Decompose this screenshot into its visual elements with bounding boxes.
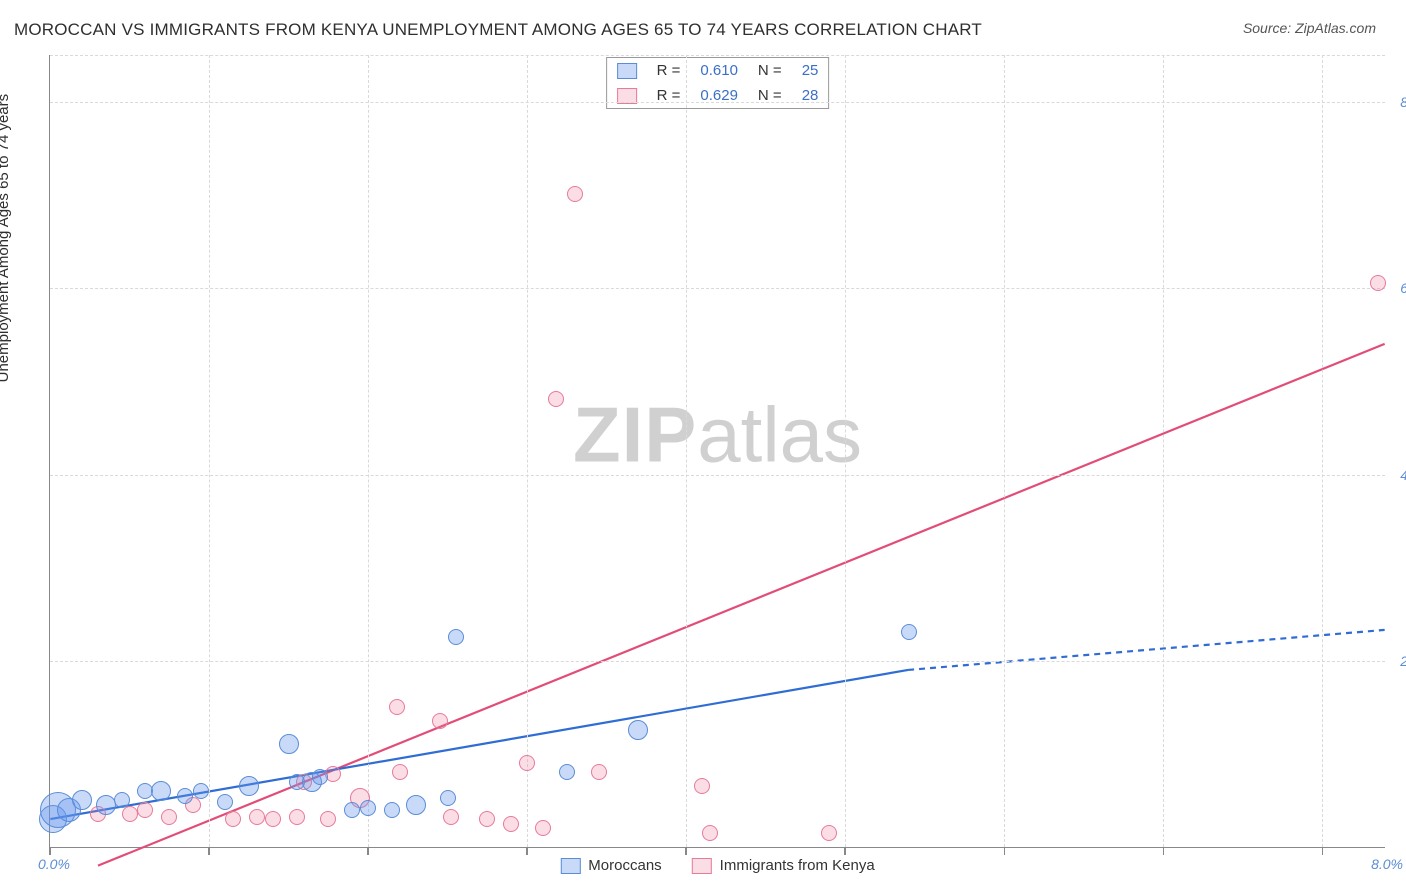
data-point (177, 788, 193, 804)
x-tick (208, 847, 210, 855)
data-point (384, 802, 400, 818)
data-point (392, 764, 408, 780)
data-point (193, 783, 209, 799)
data-point (239, 776, 259, 796)
data-point (389, 699, 405, 715)
statbox-row: R = 0.629N = 28 (607, 83, 829, 108)
gridline-v (1322, 55, 1323, 847)
gridline-v (1004, 55, 1005, 847)
data-point (151, 781, 171, 801)
data-point (312, 769, 328, 785)
source-label: Source: ZipAtlas.com (1243, 20, 1376, 36)
data-point (702, 825, 718, 841)
x-tick (1004, 847, 1006, 855)
legend-item: Immigrants from Kenya (692, 857, 875, 874)
data-point (96, 795, 116, 815)
data-point (360, 800, 376, 816)
data-point (217, 794, 233, 810)
y-axis-label: Unemployment Among Ages 65 to 74 years (0, 94, 12, 383)
legend-label: Immigrants from Kenya (720, 857, 875, 874)
statbox-row: R = 0.610N = 25 (607, 58, 829, 83)
x-tick (367, 847, 369, 855)
x-axis-max-label: 8.0% (1371, 856, 1403, 872)
gridline-h (50, 102, 1385, 103)
data-point (535, 820, 551, 836)
x-axis-min-label: 0.0% (38, 856, 70, 872)
data-point (443, 809, 459, 825)
data-point (503, 816, 519, 832)
gridline-v (686, 55, 687, 847)
data-point (628, 720, 648, 740)
legend-swatch (692, 858, 712, 874)
data-point (901, 624, 917, 640)
gridline-v (368, 55, 369, 847)
data-point (344, 802, 360, 818)
chart-plot-area: ZIPatlas R = 0.610N = 25R = 0.629N = 28 … (49, 55, 1385, 848)
data-point (137, 802, 153, 818)
legend-label: Moroccans (588, 857, 661, 874)
gridline-h (50, 661, 1385, 662)
x-tick (1322, 847, 1324, 855)
gridline-v (527, 55, 528, 847)
data-point (432, 713, 448, 729)
data-point (249, 809, 265, 825)
legend-item: Moroccans (560, 857, 661, 874)
gridline-v (209, 55, 210, 847)
gridline-v (845, 55, 846, 847)
data-point (72, 790, 92, 810)
data-point (548, 391, 564, 407)
gridline-v (1163, 55, 1164, 847)
data-point (320, 811, 336, 827)
y-tick-label: 80.0% (1400, 94, 1406, 110)
data-point (591, 764, 607, 780)
chart-title: MOROCCAN VS IMMIGRANTS FROM KENYA UNEMPL… (14, 20, 982, 40)
x-tick (844, 847, 846, 855)
data-point (694, 778, 710, 794)
gridline-h (50, 475, 1385, 476)
x-tick (685, 847, 687, 855)
x-tick (1163, 847, 1165, 855)
data-point (440, 790, 456, 806)
data-point (225, 811, 241, 827)
legend-swatch (560, 858, 580, 874)
data-point (279, 734, 299, 754)
gridline-h (50, 55, 1385, 56)
legend: Moroccans Immigrants from Kenya (560, 857, 874, 874)
data-point (114, 792, 130, 808)
y-tick-label: 20.0% (1400, 653, 1406, 669)
trend-lines-svg (50, 55, 1385, 847)
data-point (519, 755, 535, 771)
data-point (406, 795, 426, 815)
legend-swatch (617, 63, 637, 79)
y-tick-label: 40.0% (1400, 467, 1406, 483)
data-point (161, 809, 177, 825)
y-tick-label: 60.0% (1400, 280, 1406, 296)
data-point (265, 811, 281, 827)
gridline-h (50, 288, 1385, 289)
data-point (821, 825, 837, 841)
data-point (1370, 275, 1386, 291)
x-tick (49, 847, 51, 855)
data-point (289, 809, 305, 825)
data-point (448, 629, 464, 645)
data-point (559, 764, 575, 780)
data-point (567, 186, 583, 202)
data-point (479, 811, 495, 827)
data-point (122, 806, 138, 822)
x-tick (526, 847, 528, 855)
